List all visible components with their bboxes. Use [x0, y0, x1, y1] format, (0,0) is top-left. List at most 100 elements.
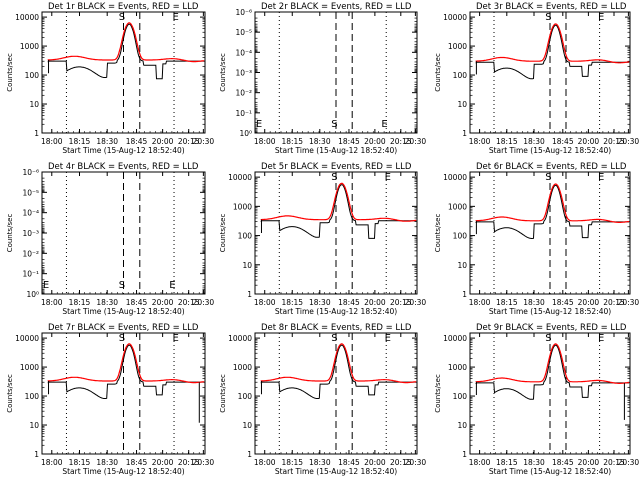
- marker-end-label: E: [598, 12, 604, 23]
- y-tick-label: 100: [453, 232, 468, 241]
- x-tick-label: 18:45: [552, 458, 574, 467]
- y-tick-label: 10000: [15, 13, 39, 22]
- x-tick-label: 20:15: [390, 298, 412, 307]
- y-axis-label: Counts/sec: [6, 374, 14, 413]
- plot-frame: [469, 332, 631, 455]
- x-tick-label: 18:00: [254, 298, 276, 307]
- y-tick-label: 100: [453, 71, 468, 80]
- x-tick-label: 20:30: [618, 458, 640, 467]
- x-tick-label: 18:45: [126, 298, 148, 307]
- plot-frame: [254, 332, 418, 455]
- x-tick-label: 18:30: [309, 298, 331, 307]
- y-tick-label: 10⁻¹: [22, 270, 39, 279]
- y-tick-label: 1000: [20, 363, 39, 372]
- y-tick-label: 1: [462, 450, 467, 459]
- x-tick-label: 18:30: [523, 458, 545, 467]
- panel-det7: Det 7r BLACK = Events, RED = LLD Counts/s…: [6, 323, 214, 476]
- x-tick-label: 18:45: [126, 458, 148, 467]
- panel-title: Det 9r BLACK = Events, RED = LLD: [476, 323, 627, 333]
- x-tick-label: 18:15: [281, 298, 303, 307]
- x-tick-label: 18:45: [552, 298, 574, 307]
- x-tick-label: 18:30: [96, 137, 118, 146]
- y-axis-label: Counts/sec: [219, 374, 227, 413]
- panel-det9: Det 9r BLACK = Events, RED = LLD Counts/s…: [434, 323, 639, 476]
- x-tick-label: 20:00: [578, 298, 600, 307]
- y-tick-label: 100: [238, 232, 253, 241]
- y-tick-label: 10000: [443, 334, 467, 343]
- y-tick-label: 100: [453, 392, 468, 401]
- events-series-line: [260, 184, 417, 239]
- lld-series-line: [260, 182, 417, 222]
- marker-start-label: S: [331, 172, 337, 183]
- x-tick-label: 20:30: [618, 137, 640, 146]
- x-tick-label: 20:00: [152, 137, 174, 146]
- x-tick-label: 20:00: [364, 458, 386, 467]
- y-tick-label: 10⁻⁶: [22, 168, 39, 177]
- x-tick-label: 18:30: [309, 458, 331, 467]
- y-tick-label: 10⁻²: [235, 89, 252, 98]
- y-tick-label: 100: [25, 392, 40, 401]
- x-tick-label: 20:15: [603, 298, 625, 307]
- lld-series-line: [475, 183, 630, 223]
- marker-start-label: S: [119, 280, 125, 291]
- y-tick-label: 1000: [448, 363, 467, 372]
- panel-title: Det 3r BLACK = Events, RED = LLD: [476, 2, 627, 12]
- panel-det4: Det 4r BLACK = Events, RED = LLD Counts/s…: [6, 162, 214, 316]
- y-axis-label: Counts/sec: [434, 374, 442, 413]
- x-tick-label: 20:30: [618, 298, 640, 307]
- panel-det8: Det 8r BLACK = Events, RED = LLD Counts/s…: [219, 323, 426, 476]
- x-tick-label: 18:00: [469, 137, 491, 146]
- x-tick-label: 18:00: [41, 137, 63, 146]
- y-tick-label: 10: [457, 100, 467, 109]
- y-tick-label: 10⁰: [26, 290, 39, 299]
- x-tick-label: 20:15: [390, 137, 412, 146]
- y-axis-label: Counts/sec: [6, 214, 14, 253]
- x-tick-label: 20:00: [578, 137, 600, 146]
- y-tick-label: 10000: [228, 173, 252, 182]
- panel-det5: Det 5r BLACK = Events, RED = LLD Counts/s…: [219, 162, 426, 316]
- plot-frame: [41, 171, 206, 295]
- y-tick-label: 1: [34, 450, 39, 459]
- lld-series-line: [475, 23, 630, 64]
- x-axis-label: Start Time (15-Aug-12 18:52:40): [62, 467, 184, 476]
- y-tick-label: 10000: [443, 13, 467, 22]
- x-axis-label: Start Time (15-Aug-12 18:52:40): [275, 146, 397, 155]
- y-tick-label: 1: [462, 290, 467, 299]
- x-tick-label: 20:00: [152, 458, 174, 467]
- panel-det6: Det 6r BLACK = Events, RED = LLD Counts/s…: [434, 162, 639, 316]
- y-tick-label: 100: [238, 392, 253, 401]
- x-tick-label: 20:30: [405, 298, 427, 307]
- events-series-line: [475, 24, 630, 80]
- lld-series-line: [475, 343, 630, 384]
- panel-det3: Det 3r BLACK = Events, RED = LLD Counts/s…: [434, 2, 639, 155]
- panel-title: Det 7r BLACK = Events, RED = LLD: [48, 323, 199, 333]
- y-tick-label: 10: [29, 421, 39, 430]
- x-tick-label: 20:30: [193, 137, 215, 146]
- x-tick-label: 20:15: [178, 298, 200, 307]
- x-tick-label: 18:00: [254, 137, 276, 146]
- plot-frame: [469, 11, 631, 134]
- x-tick-label: 18:15: [281, 137, 303, 146]
- events-series-line: [47, 344, 205, 399]
- x-tick-label: 18:00: [41, 458, 63, 467]
- panel-title: Det 8r BLACK = Events, RED = LLD: [261, 323, 412, 333]
- panel-title: Det 1r BLACK = Events, RED = LLD: [48, 2, 199, 12]
- x-tick-label: 20:30: [193, 298, 215, 307]
- y-tick-label: 1000: [233, 363, 252, 372]
- x-tick-label: 20:00: [364, 298, 386, 307]
- marker-end-label: E: [43, 280, 49, 291]
- y-tick-label: 10⁻³: [22, 229, 39, 238]
- marker-end-label: E: [381, 119, 387, 130]
- y-axis-label: Counts/sec: [6, 53, 14, 92]
- x-tick-label: 18:30: [523, 137, 545, 146]
- x-tick-label: 20:15: [178, 458, 200, 467]
- x-tick-label: 18:30: [309, 137, 331, 146]
- y-tick-label: 10⁰: [239, 129, 252, 138]
- y-tick-label: 10⁻⁶: [235, 8, 252, 17]
- x-tick-label: 20:15: [603, 137, 625, 146]
- x-tick-label: 20:30: [405, 458, 427, 467]
- x-tick-label: 18:15: [496, 458, 518, 467]
- marker-start-label: S: [545, 333, 551, 344]
- panel-title: Det 2r BLACK = Events, RED = LLD: [261, 2, 412, 12]
